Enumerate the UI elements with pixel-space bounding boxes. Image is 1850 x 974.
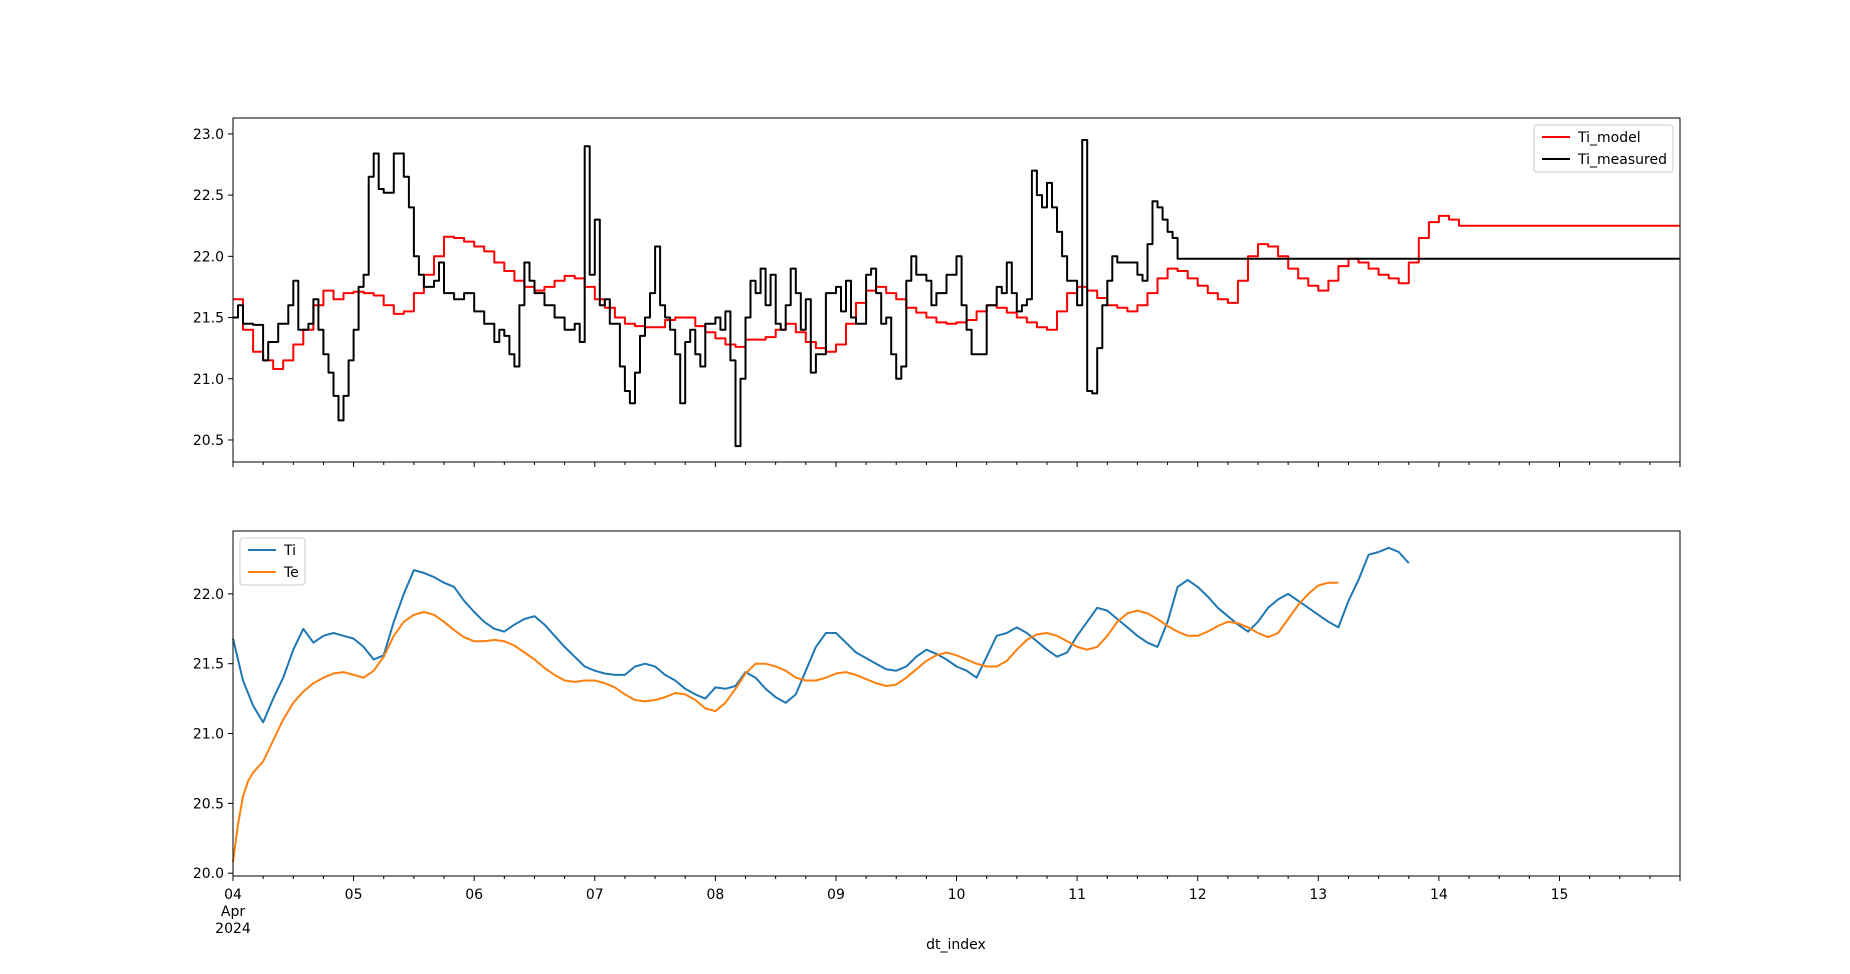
x-tick-label: 07	[586, 887, 604, 903]
y-tick-label: 20.5	[193, 796, 224, 812]
y-tick-label: 21.5	[193, 657, 224, 673]
x-tick-label: 12	[1189, 887, 1207, 903]
series-line-ti	[232, 546, 1410, 724]
y-tick-label: 21.0	[193, 727, 224, 743]
x-tick-label: 08	[706, 887, 724, 903]
y-tick-label: 22.5	[193, 188, 224, 204]
x-tick-label: 2024	[215, 921, 251, 937]
y-tick-label: 20.0	[193, 866, 224, 882]
legend-label-ti-measured: Ti_measured	[1577, 152, 1667, 168]
top-panel: 20.5 21.0 21.5 22.0 22.5 23.0 Ti_model Ti_mea…	[193, 117, 1681, 467]
top-y-axis: 20.5 21.0 21.5 22.0 22.5 23.0	[193, 127, 233, 449]
bottom-legend: Ti Te	[239, 537, 306, 586]
x-tick-label: 10	[948, 887, 966, 903]
top-series-layer	[233, 139, 1680, 448]
series-line-te	[232, 581, 1339, 863]
legend-label-ti: Ti	[283, 543, 296, 559]
x-tick-label: 06	[465, 887, 483, 903]
y-tick-label: 20.5	[193, 433, 224, 449]
legend-label-te: Te	[283, 565, 299, 581]
y-tick-label: 21.5	[193, 311, 224, 327]
legend-label-ti-model: Ti_model	[1577, 130, 1641, 146]
x-tick-label: 09	[827, 887, 845, 903]
series-line-ti-measured	[233, 139, 1680, 448]
x-tick-label: 15	[1551, 887, 1569, 903]
y-tick-label: 22.0	[193, 249, 224, 265]
x-tick-label: 05	[345, 887, 363, 903]
y-tick-label: 23.0	[193, 127, 224, 143]
y-tick-label: 21.0	[193, 372, 224, 388]
y-tick-label: 22.0	[193, 587, 224, 603]
top-x-ticks	[232, 462, 1681, 467]
series-line-ti-model	[233, 214, 1680, 370]
x-tick-label: 13	[1309, 887, 1327, 903]
x-tick-label: 14	[1430, 887, 1448, 903]
bottom-y-axis: 20.0 20.5 21.0 21.5 22.0	[193, 587, 233, 882]
x-tick-label: Apr	[221, 904, 245, 920]
top-legend: Ti_model Ti_measured	[1533, 124, 1674, 173]
x-tick-label: 11	[1068, 887, 1086, 903]
bottom-series-layer	[232, 546, 1410, 863]
x-tick-label: 04	[224, 887, 242, 903]
x-axis-label: dt_index	[926, 937, 986, 953]
